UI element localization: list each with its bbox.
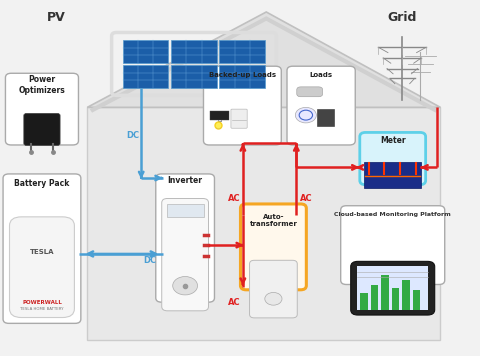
FancyBboxPatch shape bbox=[210, 111, 228, 120]
FancyBboxPatch shape bbox=[171, 65, 216, 88]
Text: Power
Optimizers: Power Optimizers bbox=[19, 75, 65, 95]
FancyBboxPatch shape bbox=[5, 73, 78, 145]
FancyBboxPatch shape bbox=[219, 40, 265, 63]
FancyBboxPatch shape bbox=[351, 261, 435, 315]
FancyBboxPatch shape bbox=[364, 162, 421, 188]
FancyBboxPatch shape bbox=[204, 66, 281, 145]
Text: AC: AC bbox=[300, 194, 312, 203]
FancyBboxPatch shape bbox=[231, 109, 247, 128]
Text: Cloud-based Monitoring Platform: Cloud-based Monitoring Platform bbox=[335, 211, 451, 216]
Polygon shape bbox=[90, 16, 438, 112]
FancyBboxPatch shape bbox=[167, 204, 204, 217]
Text: Inverter: Inverter bbox=[168, 176, 203, 185]
Polygon shape bbox=[87, 108, 441, 340]
FancyBboxPatch shape bbox=[3, 174, 81, 323]
Polygon shape bbox=[87, 12, 441, 108]
Text: AC: AC bbox=[228, 194, 240, 203]
FancyBboxPatch shape bbox=[24, 113, 60, 146]
FancyBboxPatch shape bbox=[156, 174, 215, 302]
Text: Backed-up Loads: Backed-up Loads bbox=[209, 72, 276, 78]
Text: Meter: Meter bbox=[380, 136, 406, 145]
Bar bbox=[371, 285, 378, 310]
FancyBboxPatch shape bbox=[219, 65, 265, 88]
FancyBboxPatch shape bbox=[358, 266, 428, 310]
Bar bbox=[402, 280, 410, 310]
Text: Battery Pack: Battery Pack bbox=[14, 179, 70, 188]
FancyBboxPatch shape bbox=[240, 204, 306, 290]
FancyBboxPatch shape bbox=[123, 40, 168, 63]
Text: DC: DC bbox=[126, 131, 139, 140]
FancyBboxPatch shape bbox=[287, 66, 355, 145]
Text: TESLA HOME BATTERY: TESLA HOME BATTERY bbox=[20, 307, 64, 311]
FancyBboxPatch shape bbox=[162, 199, 208, 311]
Circle shape bbox=[265, 292, 282, 305]
FancyBboxPatch shape bbox=[171, 40, 216, 63]
Text: Grid: Grid bbox=[387, 11, 417, 24]
Text: POWERWALL: POWERWALL bbox=[22, 300, 62, 305]
Bar bbox=[381, 276, 389, 310]
Bar bbox=[360, 293, 368, 310]
Text: PV: PV bbox=[47, 11, 66, 24]
Circle shape bbox=[295, 108, 316, 123]
Circle shape bbox=[173, 277, 198, 295]
FancyBboxPatch shape bbox=[317, 110, 334, 126]
Text: Loads: Loads bbox=[310, 72, 333, 78]
Text: Auto-
transformer: Auto- transformer bbox=[250, 214, 297, 227]
Text: AC: AC bbox=[228, 298, 240, 307]
Text: DC: DC bbox=[143, 256, 156, 265]
FancyBboxPatch shape bbox=[360, 132, 426, 185]
FancyBboxPatch shape bbox=[250, 260, 297, 318]
FancyBboxPatch shape bbox=[341, 206, 445, 284]
FancyBboxPatch shape bbox=[123, 65, 168, 88]
Text: TESLA: TESLA bbox=[30, 249, 54, 255]
Bar bbox=[413, 290, 420, 310]
FancyBboxPatch shape bbox=[10, 217, 74, 318]
Bar bbox=[392, 288, 399, 310]
FancyBboxPatch shape bbox=[297, 87, 323, 97]
